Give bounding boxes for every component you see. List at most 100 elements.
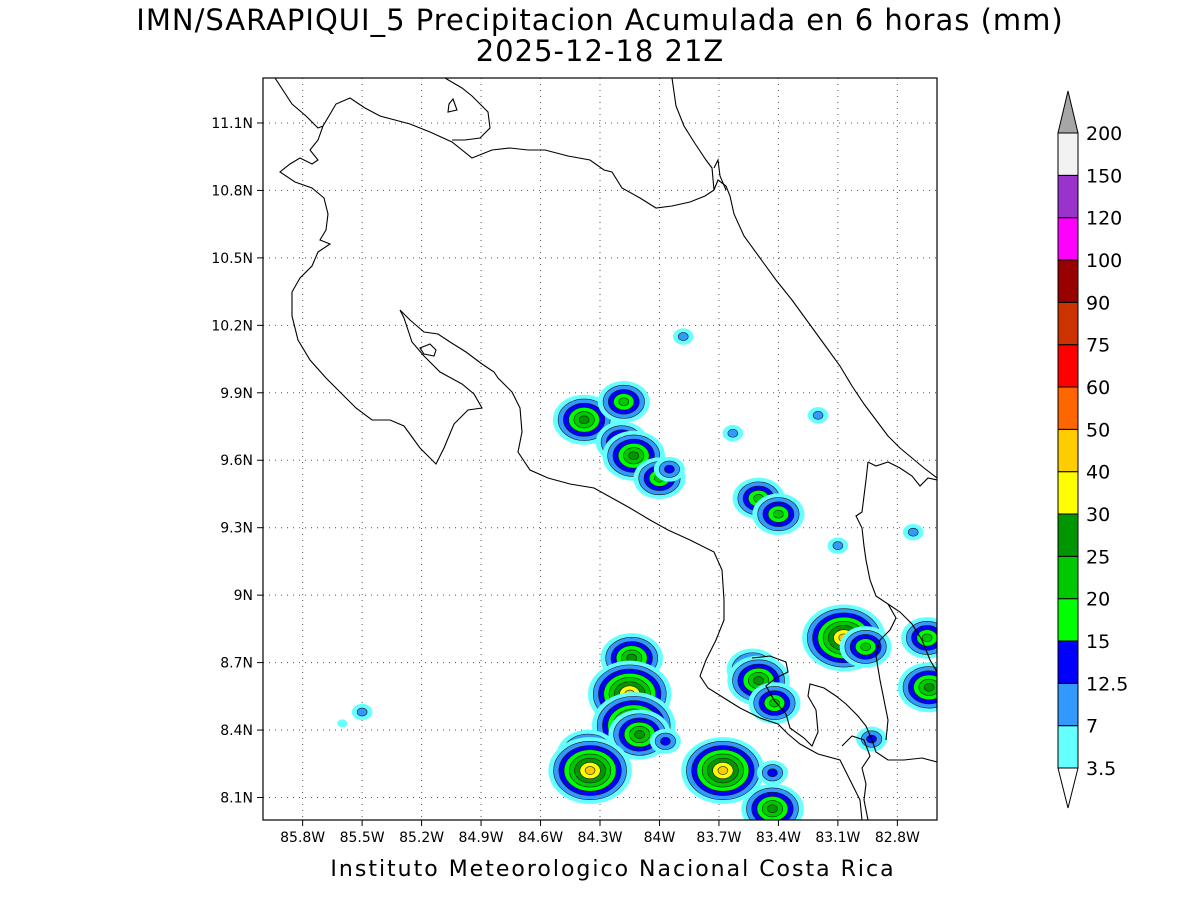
- colorbar-swatch: [1057, 386, 1079, 430]
- colorbar-swatch: [1057, 344, 1079, 388]
- ometepe-island: [447, 97, 458, 113]
- caribbean-coast: [671, 78, 937, 479]
- precip-contour-level-4: [618, 397, 630, 407]
- lon-tick-label: 83.7W: [696, 830, 741, 846]
- osa-peninsula: [751, 655, 937, 763]
- precip-contour-level-2: [664, 464, 675, 474]
- colorbar-swatch: [1057, 132, 1079, 176]
- precip-cell: [653, 456, 685, 482]
- coastline-layer: [274, 78, 937, 820]
- precip-cell: [902, 523, 924, 541]
- colorbar-swatch: [1057, 640, 1079, 684]
- precip-contour-level-7: [717, 766, 729, 775]
- lat-tick-label: 9.3N: [220, 521, 253, 537]
- precip-contour-level-5: [634, 730, 645, 739]
- precip-contour-level-1: [832, 541, 844, 550]
- colorbar-label: 15: [1086, 631, 1110, 653]
- precip-contour-level-2: [660, 737, 671, 746]
- colorbar-label: 75: [1086, 335, 1110, 357]
- colorbar-swatch: [1057, 682, 1079, 727]
- gulf-island: [419, 343, 437, 357]
- precip-contour-level-5: [923, 683, 935, 692]
- colorbar-label: 60: [1086, 377, 1110, 399]
- golfo-dulce: [841, 735, 871, 820]
- precip-cell: [897, 662, 937, 713]
- precip-contour-level-1: [677, 332, 689, 341]
- precip-contour-level-2: [767, 768, 778, 778]
- colorbar-swatch: [1057, 555, 1079, 600]
- precip-cell: [756, 760, 788, 786]
- colorbar-swatch: [1057, 598, 1079, 642]
- colorbar-swatch: [1057, 174, 1079, 219]
- colorbar-label: 12.5: [1086, 673, 1128, 695]
- lat-tick-label: 11.1N: [211, 116, 253, 132]
- precip-contour-level-4: [860, 642, 871, 652]
- precip-contour-level-1: [727, 428, 739, 438]
- colorbar-label: 7: [1086, 716, 1098, 738]
- colorbar-label: 40: [1086, 462, 1110, 484]
- colorbar-label: 90: [1086, 292, 1110, 314]
- precip-contour-level-1: [812, 410, 824, 420]
- precip-cell: [681, 737, 765, 804]
- colorbar-label: 150: [1086, 165, 1122, 187]
- lat-tick-label: 9.9N: [220, 386, 253, 402]
- precip-cell: [597, 380, 650, 423]
- precip-cell: [649, 728, 681, 754]
- lat-tick-label: 10.5N: [211, 251, 253, 267]
- precip-cell: [901, 617, 937, 659]
- lon-tick-label: 83.1W: [815, 830, 860, 846]
- credit-text: Instituto Meteorologico Nacional Costa R…: [330, 857, 895, 882]
- colorbar-label: 3.5: [1086, 758, 1116, 780]
- colorbar-swatch: [1057, 513, 1079, 557]
- precip-cell: [741, 783, 804, 820]
- precip-contour-level-7: [584, 766, 596, 775]
- lon-tick-label: 84W: [644, 830, 676, 846]
- caribbean-inlet: [713, 158, 727, 191]
- colorbar-swatch: [1057, 428, 1079, 473]
- pacific-coast-north: [279, 125, 863, 820]
- precip-contour-level-5: [767, 804, 778, 814]
- precip-cell: [548, 737, 632, 804]
- colorbar-bottom-arrow: [1057, 767, 1079, 809]
- precipitation-layer: [337, 328, 937, 820]
- lon-tick-label: 85.8W: [280, 830, 325, 846]
- precip-cell: [748, 682, 801, 724]
- colorbar-label: 30: [1086, 504, 1110, 526]
- longitude-tick-labels: 85.8W 85.5W 85.2W 84.9W 84.6W 84.3W 84W 83.7W 83…: [280, 820, 920, 846]
- precip-contour-level-0: [337, 719, 348, 728]
- chiriqui-coast: [887, 603, 937, 673]
- map-subtitle-datetime: 2025-12-18 21Z: [476, 34, 725, 68]
- colorbar-label: 50: [1086, 419, 1110, 441]
- precip-contour-level-1: [356, 707, 368, 717]
- precip-contour-level-4: [921, 633, 933, 643]
- lat-tick-label: 10.2N: [211, 318, 253, 334]
- colorbar-label: 100: [1086, 250, 1122, 272]
- precip-contour-level-5: [578, 415, 590, 425]
- lat-tick-label: 8.1N: [220, 791, 253, 807]
- colorbar-swatch: [1057, 217, 1079, 261]
- precip-contour-level-5: [753, 676, 764, 685]
- map-title: IMN/SARAPIQUI_5 Precipitacion Acumulada …: [136, 3, 1063, 37]
- lon-tick-label: 85.5W: [340, 830, 385, 846]
- colorbar-swatch: [1057, 301, 1079, 346]
- lon-tick-label: 82.8W: [875, 830, 920, 846]
- precip-cell: [807, 407, 829, 424]
- lon-tick-label: 84.9W: [459, 830, 504, 846]
- lake-nicaragua-north: [444, 78, 491, 141]
- lat-tick-label: 9N: [234, 588, 253, 604]
- lake-nicaragua-shore: [274, 78, 715, 209]
- precip-contour-level-4: [769, 698, 780, 708]
- precip-cell: [752, 493, 805, 536]
- lon-tick-label: 84.3W: [577, 830, 622, 846]
- lat-tick-label: 8.7N: [220, 656, 253, 672]
- colorbar-label: 25: [1086, 546, 1110, 568]
- lon-tick-label: 83.4W: [756, 830, 801, 846]
- colorbar-swatch: [1057, 259, 1079, 303]
- colorbar-label: 120: [1086, 208, 1122, 230]
- colorbar-top-arrow: [1057, 90, 1079, 134]
- precip-cell: [351, 703, 373, 721]
- lat-tick-label: 8.4N: [220, 723, 253, 739]
- panama-border: [855, 461, 937, 741]
- precip-cell: [673, 328, 694, 345]
- precip-cell: [839, 626, 892, 668]
